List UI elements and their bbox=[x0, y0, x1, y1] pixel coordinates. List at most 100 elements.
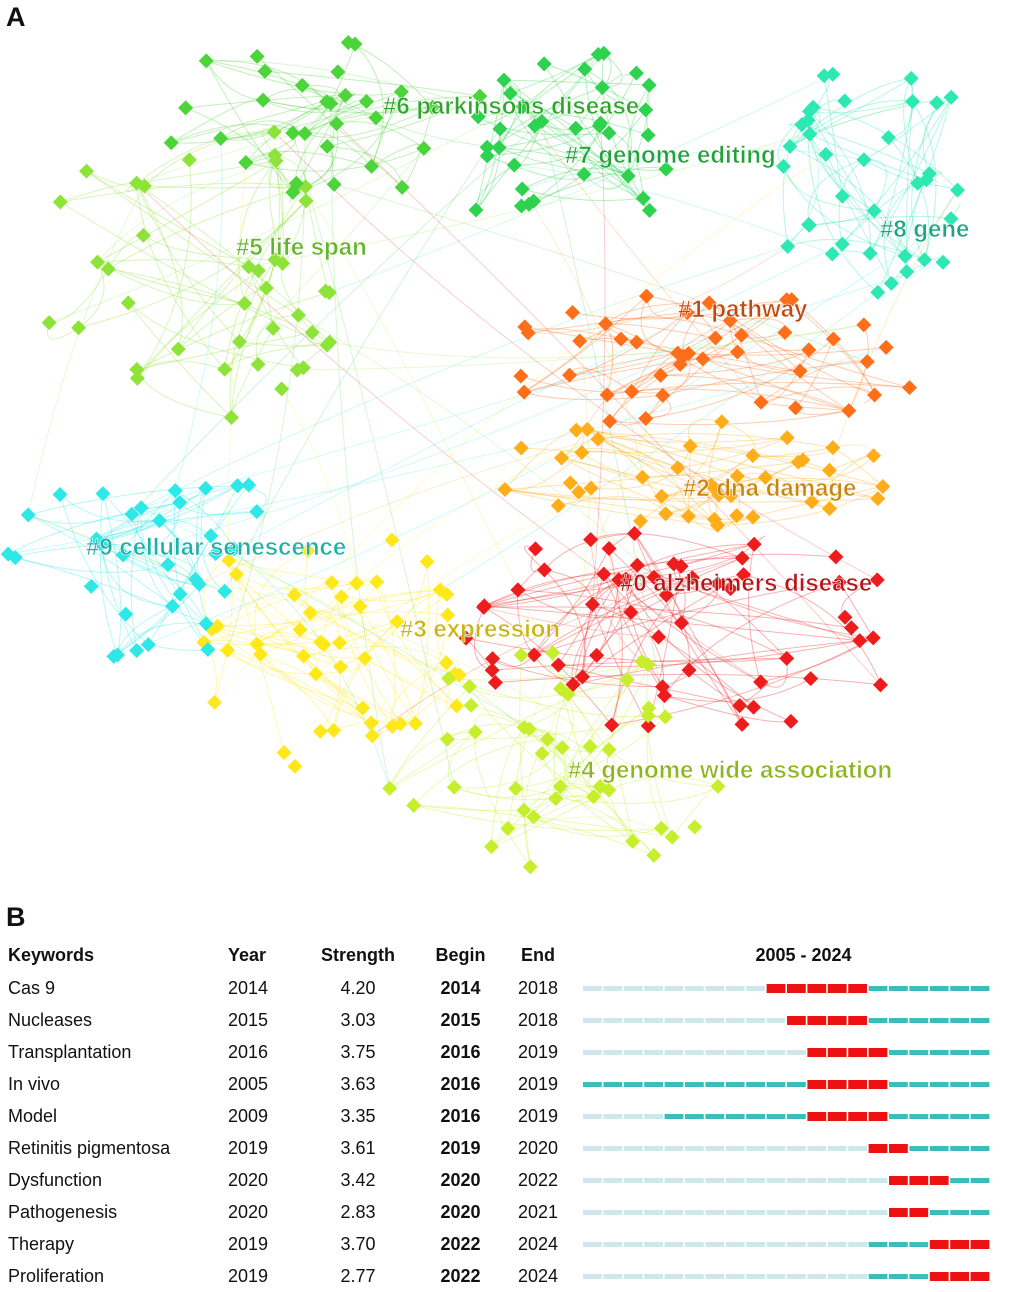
keyword-cell: Model bbox=[8, 1105, 58, 1126]
network-node bbox=[565, 304, 581, 320]
keyword-cell: Transplantation bbox=[8, 1041, 132, 1062]
timeline-segment bbox=[766, 1274, 786, 1279]
timeline-segment bbox=[725, 1242, 745, 1247]
timeline-segment bbox=[909, 1082, 929, 1087]
network-node bbox=[805, 99, 821, 115]
timeline-segment bbox=[909, 986, 929, 991]
network-node bbox=[470, 109, 486, 125]
network-edge bbox=[533, 578, 627, 656]
network-edge bbox=[298, 314, 655, 578]
panel-a-label: A bbox=[6, 2, 26, 32]
network-edge bbox=[504, 489, 732, 501]
network-node bbox=[71, 320, 87, 336]
network-edge bbox=[576, 429, 788, 443]
network-node bbox=[90, 254, 106, 270]
network-edge bbox=[584, 69, 650, 211]
network-edge bbox=[304, 95, 480, 134]
network-edge bbox=[331, 95, 346, 185]
network-node bbox=[129, 362, 145, 378]
network-edge bbox=[522, 106, 644, 199]
network-node bbox=[468, 202, 484, 218]
timeline-segment bbox=[868, 1210, 888, 1215]
strength-cell: 3.75 bbox=[340, 1041, 376, 1062]
network-node bbox=[646, 569, 662, 585]
network-edge bbox=[228, 559, 457, 707]
network-edge bbox=[572, 565, 638, 685]
timeline-segment bbox=[787, 1210, 806, 1215]
network-node bbox=[52, 486, 68, 502]
timeline-segment bbox=[746, 1242, 765, 1247]
end-cell: 2024 bbox=[517, 1233, 559, 1254]
network-edge bbox=[97, 160, 277, 263]
network-edge bbox=[390, 662, 447, 727]
network-edge bbox=[113, 218, 952, 657]
network-edge bbox=[255, 314, 299, 365]
network-node bbox=[572, 333, 588, 349]
timeline-segment bbox=[868, 986, 888, 991]
col-header-end: End bbox=[521, 944, 555, 965]
network-edge bbox=[59, 494, 160, 523]
network-node bbox=[326, 176, 342, 192]
network-edge bbox=[631, 353, 691, 394]
network-edge bbox=[97, 261, 245, 306]
network-edge bbox=[609, 410, 849, 426]
network-node bbox=[709, 576, 725, 592]
network-node bbox=[100, 261, 116, 277]
network-edge bbox=[590, 533, 743, 559]
timeline-segment bbox=[705, 1146, 725, 1151]
network-node bbox=[598, 316, 614, 332]
network-node bbox=[285, 184, 301, 200]
network-node bbox=[613, 331, 629, 347]
network-edge bbox=[185, 107, 294, 193]
network-node bbox=[237, 295, 253, 311]
network-edge bbox=[634, 533, 690, 671]
network-node bbox=[801, 217, 817, 233]
network-edge bbox=[203, 611, 448, 643]
network-node bbox=[560, 686, 576, 702]
network-node bbox=[513, 198, 529, 214]
network-edge bbox=[304, 106, 433, 138]
network-node bbox=[635, 190, 651, 206]
network-node bbox=[506, 157, 522, 173]
network-node bbox=[878, 339, 894, 355]
network-edge bbox=[447, 716, 666, 740]
network-node bbox=[536, 56, 552, 72]
network-edge bbox=[108, 186, 306, 270]
network-node bbox=[286, 587, 302, 603]
timeline-segment bbox=[909, 1146, 929, 1151]
network-edge bbox=[522, 106, 600, 131]
network-edge bbox=[741, 334, 910, 389]
network-node bbox=[753, 674, 769, 690]
timeline-segment bbox=[746, 1146, 765, 1151]
network-node bbox=[681, 662, 697, 678]
network-edge bbox=[136, 183, 226, 370]
network-node bbox=[207, 694, 223, 710]
keyword-cell: Cas 9 bbox=[8, 977, 56, 998]
network-edge bbox=[702, 358, 850, 412]
table-row: Therapy 2019 3.70 2022 2024 bbox=[0, 1228, 1024, 1260]
network-node bbox=[625, 833, 641, 849]
network-edge bbox=[660, 349, 810, 376]
network-node bbox=[487, 675, 503, 691]
network-edge bbox=[292, 132, 455, 788]
timeline-segment bbox=[623, 1050, 643, 1055]
network-node bbox=[228, 566, 244, 582]
network-edge bbox=[127, 302, 232, 418]
network-edge bbox=[27, 185, 145, 516]
network-node bbox=[408, 716, 424, 732]
network-node bbox=[594, 80, 610, 96]
timeline-segment bbox=[970, 1082, 990, 1087]
network-node bbox=[784, 292, 800, 308]
timeline-segment bbox=[623, 1242, 643, 1247]
network-node bbox=[870, 284, 886, 300]
network-edge bbox=[587, 428, 830, 510]
network-edge bbox=[224, 128, 501, 592]
network-edge bbox=[336, 121, 425, 149]
network-edge bbox=[78, 200, 307, 329]
network-node bbox=[875, 478, 891, 494]
network-edge bbox=[503, 79, 650, 86]
network-node bbox=[602, 413, 618, 429]
network-node bbox=[52, 194, 68, 210]
network-node bbox=[825, 440, 841, 456]
strength-cell: 3.70 bbox=[340, 1233, 376, 1254]
